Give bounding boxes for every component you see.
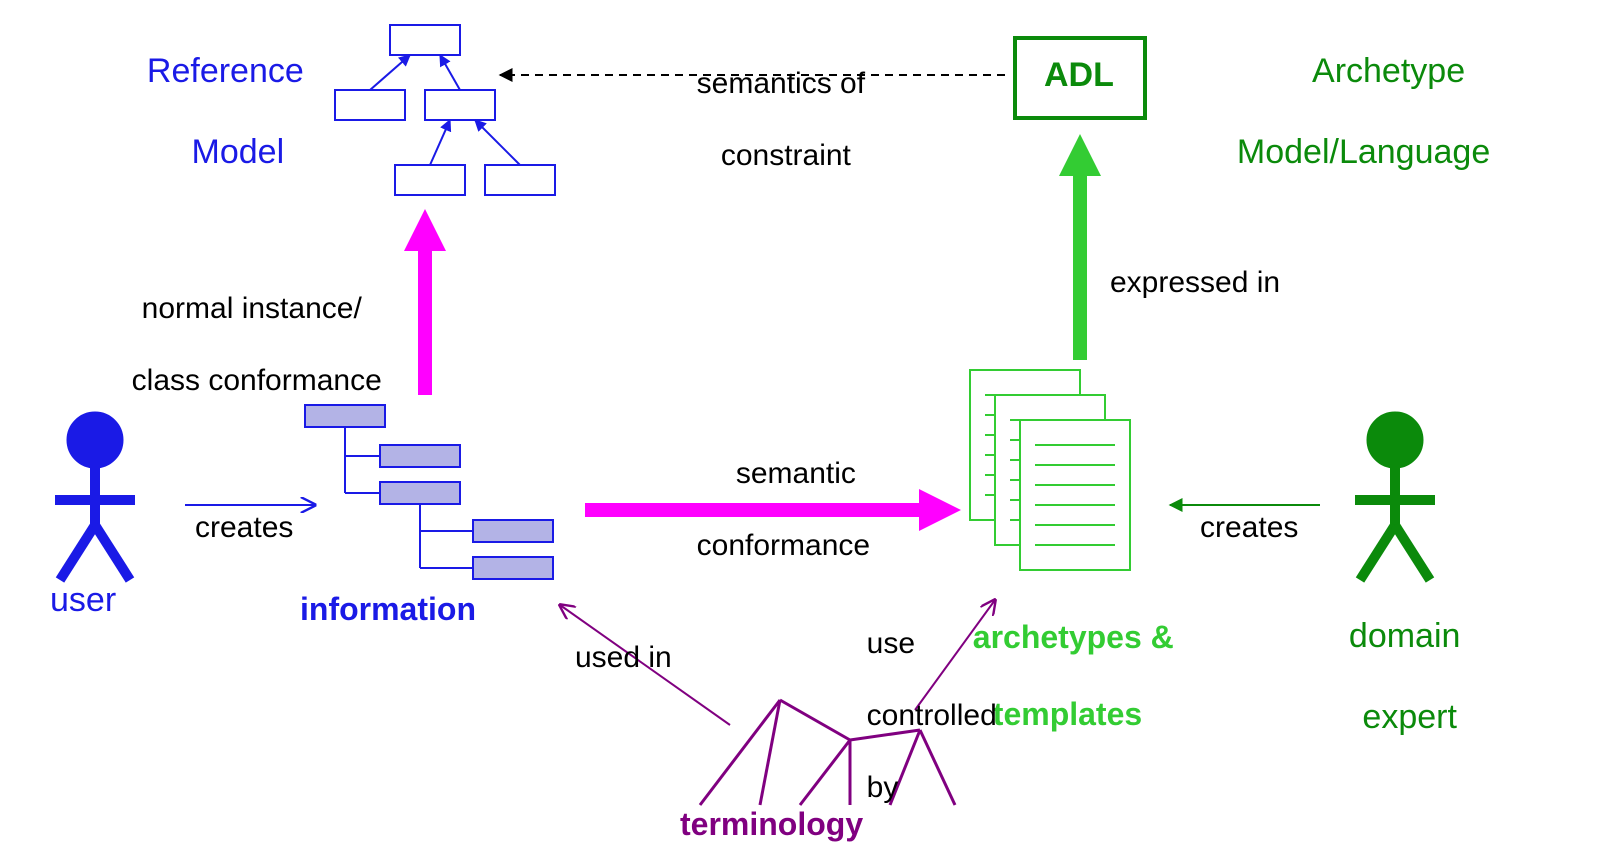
used-in-label: used in <box>575 640 672 676</box>
creates-right-label: creates <box>1200 510 1298 546</box>
archetypes-templates-diagram <box>970 370 1130 570</box>
information-diagram <box>305 405 553 579</box>
information-label: information <box>300 590 476 628</box>
user-label: user <box>50 580 116 621</box>
domain-expert-label: domain expert <box>1330 575 1460 738</box>
semantic-conformance-label: semantic conformance <box>680 420 870 564</box>
use-controlled-by-label: use controlled by <box>850 590 997 806</box>
domain-expert-icon <box>1355 412 1435 580</box>
expressed-in-label: expressed in <box>1110 265 1280 301</box>
normal-instance-label: normal instance/ class conformance <box>115 255 382 399</box>
creates-left-label: creates <box>195 510 293 546</box>
user-icon <box>55 412 135 580</box>
reference-model-diagram <box>335 25 555 195</box>
adl-label: ADL <box>1044 55 1114 96</box>
semantics-of-constraint-label: semantics of constraint <box>680 30 865 174</box>
terminology-label: terminology <box>680 805 863 843</box>
archetype-model-language-label: Archetype Model/Language <box>1218 10 1490 173</box>
reference-model-label: Reference Model <box>128 10 304 173</box>
